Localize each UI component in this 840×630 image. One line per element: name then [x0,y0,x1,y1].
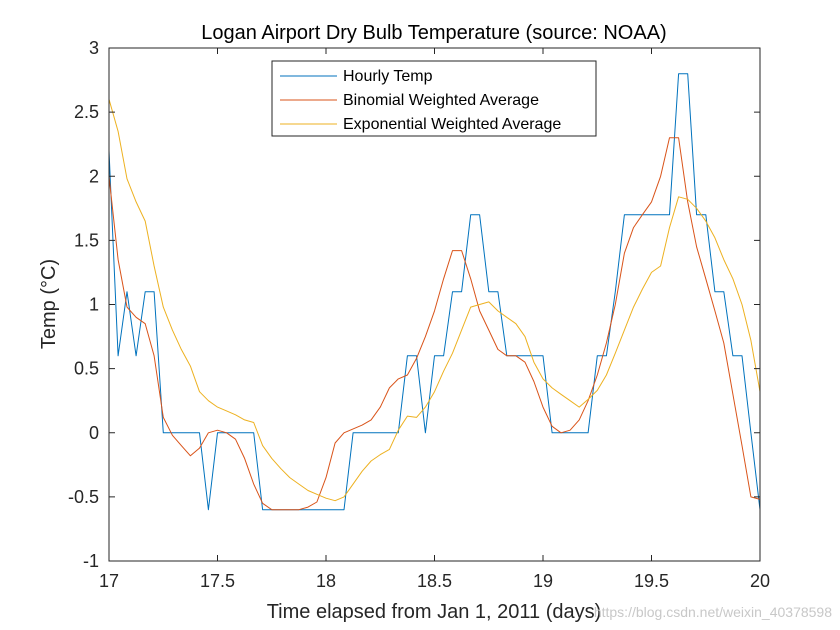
watermark-text: https://blog.csdn.net/weixin_40378598 [594,604,832,620]
legend-label-1: Hourly Temp [343,68,433,85]
y-tick-label: 0.5 [74,359,99,379]
series-line-3 [108,99,761,502]
y-axis-ticks: -1 -0.5 0 0.5 1 1.5 2 2.5 3 [68,38,760,571]
y-tick-label: 1.5 [74,230,99,250]
series-layer [108,73,761,511]
y-tick-label: 2.5 [74,102,99,122]
x-tick-label: 20 [750,571,770,591]
y-axis-label: Temp (°C) [38,259,60,349]
legend-label-3: Exponential Weighted Average [343,116,561,133]
x-tick-label: 18 [316,571,336,591]
legend: Hourly Temp Binomial Weighted Average Expo… [271,60,597,137]
x-tick-label: 18.5 [417,571,452,591]
chart-title: Logan Airport Dry Bulb Temperature (sour… [201,22,666,44]
y-tick-label: 3 [89,38,99,58]
x-tick-label: 17.5 [200,571,235,591]
legend-label-2: Binomial Weighted Average [343,92,539,109]
y-tick-label: -1 [83,551,99,571]
y-tick-label: 2 [89,166,99,186]
y-tick-label: 1 [89,295,99,315]
y-tick-label: 0 [89,423,99,443]
series-line-2 [108,137,761,511]
x-axis-label: Time elapsed from Jan 1, 2011 (days) [267,601,602,623]
x-tick-label: 19 [533,571,553,591]
x-tick-label: 17 [99,571,119,591]
y-tick-label: -0.5 [68,487,99,507]
x-tick-label: 19.5 [634,571,669,591]
x-axis-ticks: 17 17.5 18 18.5 19 19.5 20 [99,48,770,591]
series-line-1 [108,73,761,511]
